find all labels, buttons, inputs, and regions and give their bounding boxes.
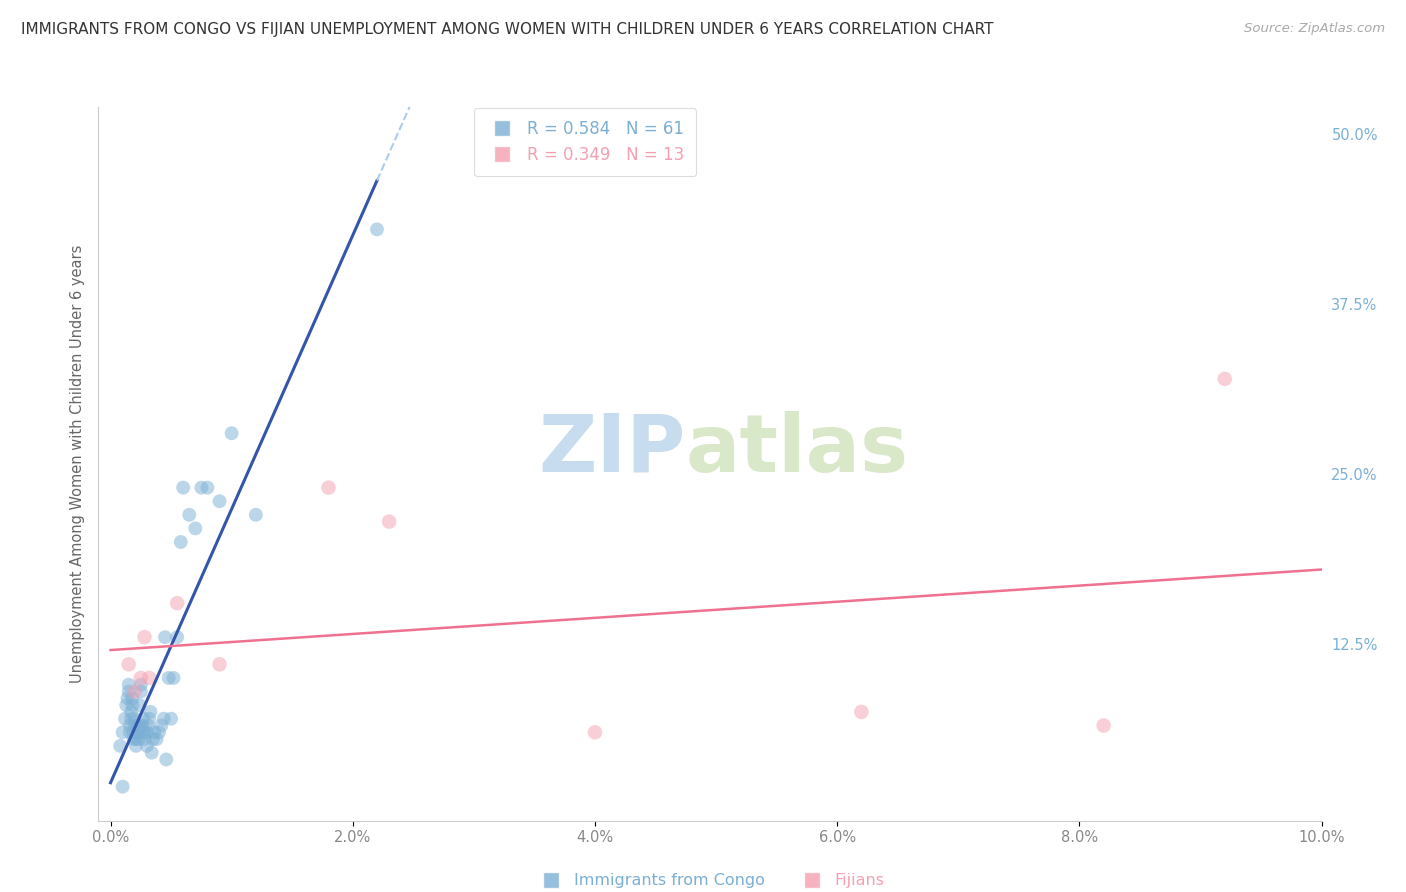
Point [118, 678, 141, 692]
Point [245, 508, 267, 522]
Text: Source: ZipAtlas.com: Source: ZipAtlas.com [1244, 22, 1385, 36]
Point [110, 739, 132, 753]
Point [157, 671, 180, 685]
Point [120, 712, 142, 726]
Point [134, 725, 156, 739]
Point [114, 712, 136, 726]
Point [150, 718, 173, 732]
Point [129, 684, 152, 698]
Point [128, 718, 150, 732]
Point [145, 732, 167, 747]
Point [127, 725, 149, 739]
Point [166, 630, 188, 644]
Point [142, 732, 165, 747]
Point [125, 732, 148, 747]
Point [129, 671, 152, 685]
Text: IMMIGRANTS FROM CONGO VS FIJIAN UNEMPLOYMENT AMONG WOMEN WITH CHILDREN UNDER 6 Y: IMMIGRANTS FROM CONGO VS FIJIAN UNEMPLOY… [21, 22, 994, 37]
Point [153, 712, 176, 726]
Point [172, 481, 194, 495]
Point [179, 508, 201, 522]
Point [143, 725, 166, 739]
Point [118, 725, 141, 739]
Point [134, 732, 156, 747]
Point [139, 705, 162, 719]
Legend: Immigrants from Congo, Fijians: Immigrants from Congo, Fijians [529, 867, 891, 892]
Point [197, 481, 219, 495]
Point [1092, 718, 1115, 732]
Point [124, 712, 146, 726]
Point [135, 739, 157, 753]
Text: atlas: atlas [686, 410, 908, 489]
Point [135, 725, 157, 739]
Point [118, 684, 141, 698]
Point [122, 732, 145, 747]
Point [190, 481, 212, 495]
Point [155, 752, 177, 766]
Point [121, 698, 143, 712]
Point [138, 712, 160, 726]
Point [366, 222, 388, 236]
Point [122, 725, 145, 739]
Point [129, 678, 152, 692]
Point [124, 718, 146, 732]
Point [124, 684, 146, 698]
Point [208, 494, 231, 508]
Point [131, 718, 153, 732]
Point [115, 698, 138, 712]
Point [208, 657, 231, 672]
Point [127, 725, 149, 739]
Point [117, 691, 139, 706]
Point [583, 725, 606, 739]
Point [166, 596, 188, 610]
Point [127, 732, 149, 747]
Point [148, 725, 170, 739]
Point [162, 671, 184, 685]
Point [118, 657, 141, 672]
Point [132, 712, 155, 726]
Point [318, 481, 340, 495]
Point [134, 630, 156, 644]
Y-axis label: Unemployment Among Women with Children Under 6 years: Unemployment Among Women with Children U… [69, 244, 84, 683]
Point [221, 426, 243, 441]
Point [160, 712, 183, 726]
Text: ZIP: ZIP [538, 410, 686, 489]
Point [184, 521, 207, 535]
Point [111, 725, 134, 739]
Point [378, 515, 401, 529]
Point [141, 746, 163, 760]
Point [118, 718, 141, 732]
Point [128, 698, 150, 712]
Point [851, 705, 873, 719]
Point [1213, 372, 1236, 386]
Point [121, 691, 143, 706]
Point [138, 671, 160, 685]
Point [127, 718, 149, 732]
Point [136, 718, 159, 732]
Point [125, 739, 148, 753]
Point [170, 535, 193, 549]
Point [131, 725, 153, 739]
Point [120, 705, 142, 719]
Point [153, 630, 176, 644]
Point [111, 780, 134, 794]
